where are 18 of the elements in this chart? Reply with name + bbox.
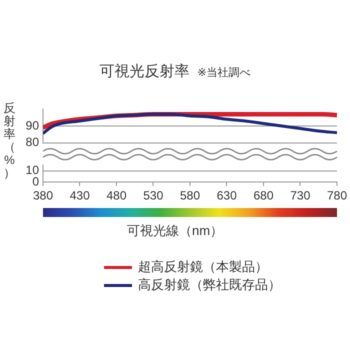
x-tick-label: 780	[326, 188, 348, 203]
y-tick-label: 80	[26, 135, 40, 150]
y-tick-label: 90	[26, 118, 40, 132]
x-tick-label: 730	[290, 188, 311, 203]
x-tick-label: 580	[180, 188, 200, 203]
x-tick-label: 430	[70, 188, 90, 203]
text: ※当社調べ	[197, 67, 251, 79]
y-axis-title: 反射率（%）	[3, 101, 16, 180]
legend-label: 高反射鏡（弊社既存品）	[138, 276, 281, 294]
x-tick-label: 380	[32, 188, 54, 203]
line-series	[43, 112, 337, 136]
chart-title: 可視光反射率	[99, 63, 190, 80]
x-tick-label: 680	[253, 188, 274, 203]
x-axis-title: 可視光線（nm）	[126, 222, 224, 240]
legend-label: 超高反射鏡（本製品）	[138, 258, 268, 276]
x-tick-label: 630	[216, 188, 238, 203]
x-tick-label: 480	[106, 188, 127, 203]
x-tick-label: 530	[143, 188, 164, 203]
